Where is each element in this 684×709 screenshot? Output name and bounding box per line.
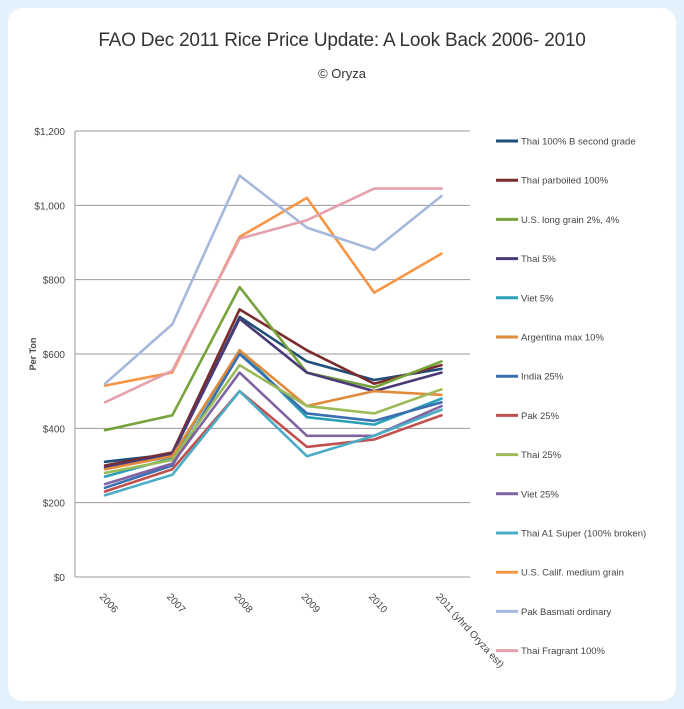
- y-tick-label: $1,000: [34, 201, 65, 212]
- y-tick-label: $0: [54, 573, 66, 584]
- x-tick-label: 2011 (yhrd Oryza est): [433, 592, 505, 671]
- legend-label: Argentina max 10%: [521, 333, 604, 344]
- x-tick-label: 2008: [231, 592, 254, 616]
- legend-label: Thai A1 Super (100% broken): [521, 529, 646, 540]
- y-tick-label: $1,200: [34, 127, 65, 138]
- y-tick-label: $600: [43, 350, 66, 361]
- y-tick-label: $200: [43, 499, 66, 510]
- legend-label: Thai 5%: [521, 254, 556, 265]
- chart-subtitle: © Oryza: [318, 66, 366, 81]
- series-line: [103, 285, 443, 432]
- series-line: [103, 196, 443, 387]
- x-tick-label: 2010: [366, 592, 389, 616]
- series-line: [103, 317, 443, 469]
- legend-label: Pak 25%: [521, 411, 560, 422]
- x-tick-label: 2006: [97, 592, 120, 616]
- legend-label: Viet 25%: [521, 489, 559, 500]
- y-axis-label: Per Ton: [28, 338, 38, 371]
- series-line: [103, 389, 443, 497]
- legend-label: Viet 5%: [521, 293, 554, 304]
- series-line: [103, 389, 443, 493]
- y-tick-label: $800: [43, 276, 66, 287]
- x-tick-label: 2007: [164, 592, 187, 616]
- series-line: [103, 352, 443, 490]
- legend-label: Thai 25%: [521, 450, 562, 461]
- series-line: [103, 363, 443, 475]
- y-tick-label: $400: [43, 424, 66, 435]
- legend-label: Thai Fragrant 100%: [521, 646, 606, 657]
- legend-label: Pak Basmati ordinary: [521, 607, 612, 618]
- chart-title: FAO Dec 2011 Rice Price Update: A Look B…: [98, 30, 586, 51]
- legend-label: Thai parboiled 100%: [521, 176, 609, 187]
- series-line: [103, 174, 443, 386]
- x-tick-label: 2009: [299, 592, 322, 616]
- legend-label: Thai 100% B second grade: [521, 137, 636, 148]
- legend-label: India 25%: [521, 372, 564, 383]
- legend-label: U.S. long grain 2%, 4%: [521, 215, 620, 226]
- series-line: [103, 187, 443, 404]
- series-line: [103, 348, 443, 471]
- legend-label: U.S. Calif. medium grain: [521, 568, 624, 579]
